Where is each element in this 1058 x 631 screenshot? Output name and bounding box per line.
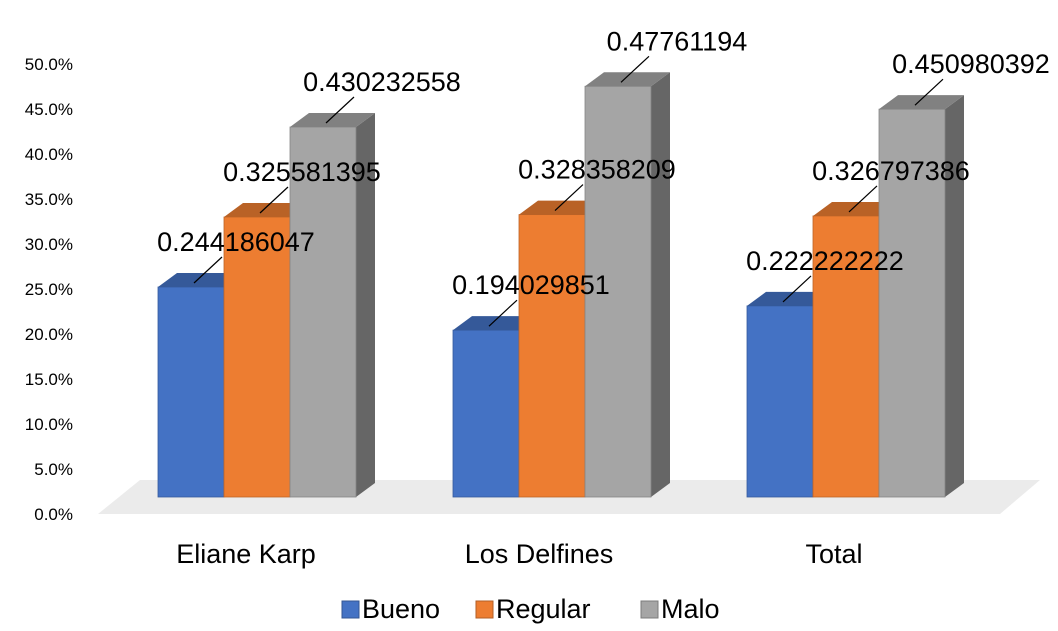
legend-swatch bbox=[640, 600, 659, 619]
legend-label: Malo bbox=[661, 594, 720, 624]
bar-top-face bbox=[290, 113, 375, 127]
data-labels-layer: 0.244186047 0.325581395 0.430232558 0.19402… bbox=[157, 26, 1050, 327]
bar-top-face bbox=[879, 95, 964, 110]
bar-front-face bbox=[223, 216, 291, 498]
bar-malo-1 bbox=[584, 72, 670, 498]
data-label-leader bbox=[259, 186, 289, 214]
y-tick-label: 25.0% bbox=[25, 280, 73, 299]
data-label-leader bbox=[914, 78, 944, 106]
y-tick-label: 30.0% bbox=[25, 235, 73, 254]
y-tick-label: 15.0% bbox=[25, 370, 73, 389]
data-label-regular: 0.326797386 bbox=[812, 156, 970, 186]
bar-front-face bbox=[452, 329, 520, 498]
data-label-malo: 0.450980392 bbox=[892, 49, 1050, 79]
y-tick-label: 50.0% bbox=[25, 55, 73, 74]
data-label-bueno: 0.194029851 bbox=[452, 270, 610, 300]
legend: Bueno Regular Malo bbox=[341, 594, 720, 624]
data-label-malo: 0.47761194 bbox=[607, 26, 748, 56]
bar-top-face bbox=[158, 273, 243, 287]
legend-item-regular: Regular bbox=[475, 594, 591, 624]
data-label-leader bbox=[782, 275, 812, 303]
bar-top-face bbox=[519, 200, 604, 215]
bar-front-face bbox=[878, 108, 946, 498]
bar-front-face bbox=[157, 286, 225, 498]
data-label-malo: 0.430232558 bbox=[303, 67, 461, 97]
data-label-leader bbox=[620, 55, 650, 83]
bar-malo-0 bbox=[289, 113, 375, 498]
data-label-leader bbox=[325, 96, 355, 124]
x-category-label: Eliane Karp bbox=[176, 539, 316, 569]
legend-item-malo: Malo bbox=[640, 594, 720, 624]
y-tick-label: 40.0% bbox=[25, 145, 73, 164]
y-tick-label: 10.0% bbox=[25, 415, 73, 434]
x-category-label: Total bbox=[805, 539, 862, 569]
legend-swatch bbox=[341, 600, 360, 619]
bar-top-face bbox=[453, 316, 538, 331]
bar-side-face bbox=[356, 113, 375, 497]
data-label-regular: 0.325581395 bbox=[223, 157, 381, 187]
bar-top-face bbox=[747, 291, 832, 306]
y-tick-label: 35.0% bbox=[25, 190, 73, 209]
bar-malo-2 bbox=[878, 95, 964, 498]
y-tick-label: 45.0% bbox=[25, 100, 73, 119]
legend-label: Bueno bbox=[362, 594, 440, 624]
data-label-regular: 0.328358209 bbox=[518, 155, 676, 185]
data-label-bueno: 0.222222222 bbox=[746, 246, 904, 276]
bar-front-face bbox=[289, 126, 357, 498]
data-label-leader bbox=[554, 184, 584, 212]
y-tick-label: 5.0% bbox=[34, 460, 73, 479]
bar-side-face bbox=[651, 72, 670, 498]
data-label-leader bbox=[848, 185, 878, 213]
data-label-leader bbox=[488, 299, 518, 327]
data-label-bueno: 0.244186047 bbox=[157, 227, 315, 257]
y-axis: 0.0% 5.0% 10.0% 15.0% 20.0% 25.0% 30.0% 35.0% 40… bbox=[25, 55, 73, 524]
legend-label: Regular bbox=[496, 594, 591, 624]
x-axis: Eliane Karp Los Delfines Total bbox=[176, 539, 862, 569]
data-label-leader bbox=[193, 256, 223, 284]
bar-front-face bbox=[746, 305, 814, 498]
bars-layer bbox=[157, 72, 964, 498]
x-category-label: Los Delfines bbox=[465, 539, 614, 569]
y-tick-label: 20.0% bbox=[25, 325, 73, 344]
legend-swatch bbox=[475, 600, 494, 619]
bar-side-face bbox=[945, 95, 964, 497]
bar-front-face bbox=[812, 215, 880, 498]
bar-top-face bbox=[813, 201, 898, 216]
bar-top-face bbox=[224, 203, 309, 217]
bar-front-face bbox=[584, 85, 652, 498]
bar-top-face bbox=[585, 72, 670, 87]
y-tick-label: 0.0% bbox=[34, 505, 73, 524]
legend-item-bueno: Bueno bbox=[341, 594, 440, 624]
bar-front-face bbox=[518, 214, 586, 498]
